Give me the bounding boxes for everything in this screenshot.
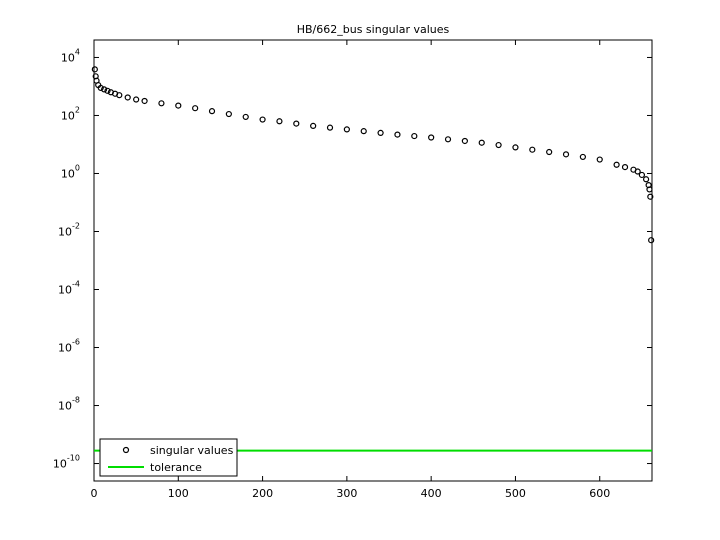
- y-tick-exponent: -6: [72, 338, 80, 347]
- x-tick-label: 500: [505, 487, 526, 500]
- y-tick-exponent: -10: [67, 454, 80, 463]
- y-tick-label: 10-8: [58, 396, 80, 413]
- y-tick-exponent: 4: [75, 47, 80, 56]
- data-point: [175, 102, 182, 109]
- x-tick-label: 200: [252, 487, 273, 500]
- data-point: [104, 87, 111, 94]
- y-tick-base: 10: [61, 109, 75, 122]
- data-point: [613, 161, 620, 168]
- y-tick-base: 10: [58, 342, 72, 355]
- data-point: [638, 171, 645, 179]
- y-tick-base: 10: [58, 225, 72, 238]
- data-point: [377, 129, 384, 136]
- y-tick-exponent: -4: [72, 280, 80, 289]
- data-point: [546, 148, 553, 156]
- y-tick-label: 10-4: [58, 280, 80, 297]
- x-tick-label: 600: [589, 487, 610, 500]
- data-point: [461, 137, 468, 145]
- data-point: [646, 186, 653, 193]
- data-point: [91, 66, 98, 73]
- data-point: [596, 156, 603, 163]
- data-point: [360, 128, 367, 135]
- data-point: [394, 131, 401, 138]
- data-point: [133, 96, 140, 103]
- y-tick-label: 104: [61, 47, 80, 64]
- y-tick-base: 10: [58, 400, 72, 413]
- y-tick-base: 10: [61, 167, 75, 180]
- data-point: [642, 176, 650, 183]
- y-tick-exponent: 0: [75, 163, 80, 172]
- data-point: [326, 124, 334, 131]
- data-point: [478, 139, 485, 146]
- y-tick-label: 10-10: [53, 454, 80, 471]
- data-point: [343, 126, 350, 133]
- y-tick-base: 10: [61, 51, 75, 64]
- x-tick-label: 0: [91, 487, 98, 500]
- data-point: [225, 110, 232, 118]
- data-point: [579, 153, 586, 161]
- data-point: [444, 136, 452, 143]
- y-tick-label: 102: [61, 105, 80, 122]
- legend-label: tolerance: [150, 461, 202, 474]
- y-tick-exponent: -2: [72, 221, 80, 230]
- data-point: [621, 163, 629, 171]
- data-point: [310, 122, 317, 130]
- data-point: [648, 237, 655, 244]
- data-point: [512, 144, 519, 151]
- data-point: [428, 134, 435, 141]
- y-tick-label: 100: [61, 163, 80, 180]
- legend-box: [99, 438, 238, 477]
- data-point: [242, 113, 249, 121]
- chart-title: HB/662_bus singular values: [297, 23, 450, 36]
- data-point: [208, 108, 216, 115]
- y-tick-label: 10-6: [58, 338, 80, 355]
- legend-label: singular values: [150, 444, 234, 457]
- data-point: [124, 94, 131, 101]
- y-tick-base: 10: [58, 284, 72, 297]
- plot-frame: [93, 39, 653, 482]
- data-point: [529, 146, 536, 153]
- data-point: [192, 105, 199, 112]
- data-point: [141, 97, 148, 105]
- data-point: [276, 118, 283, 125]
- data-point: [562, 151, 570, 158]
- y-tick-exponent: -8: [72, 396, 80, 405]
- x-tick-label: 100: [168, 487, 189, 500]
- data-point: [647, 193, 654, 200]
- data-point: [293, 120, 300, 127]
- y-tick-base: 10: [53, 458, 67, 471]
- y-tick-label: 10-2: [58, 221, 80, 238]
- x-tick-label: 300: [336, 487, 357, 500]
- legend-swatch: [122, 446, 130, 454]
- x-tick-label: 400: [421, 487, 442, 500]
- data-point: [411, 132, 418, 140]
- y-tick-exponent: 2: [75, 105, 80, 114]
- data-point: [259, 116, 266, 123]
- data-point: [495, 141, 502, 149]
- data-point: [97, 84, 104, 92]
- data-point: [116, 92, 123, 99]
- data-point: [101, 86, 108, 93]
- data-point: [634, 168, 641, 175]
- data-point: [158, 100, 165, 107]
